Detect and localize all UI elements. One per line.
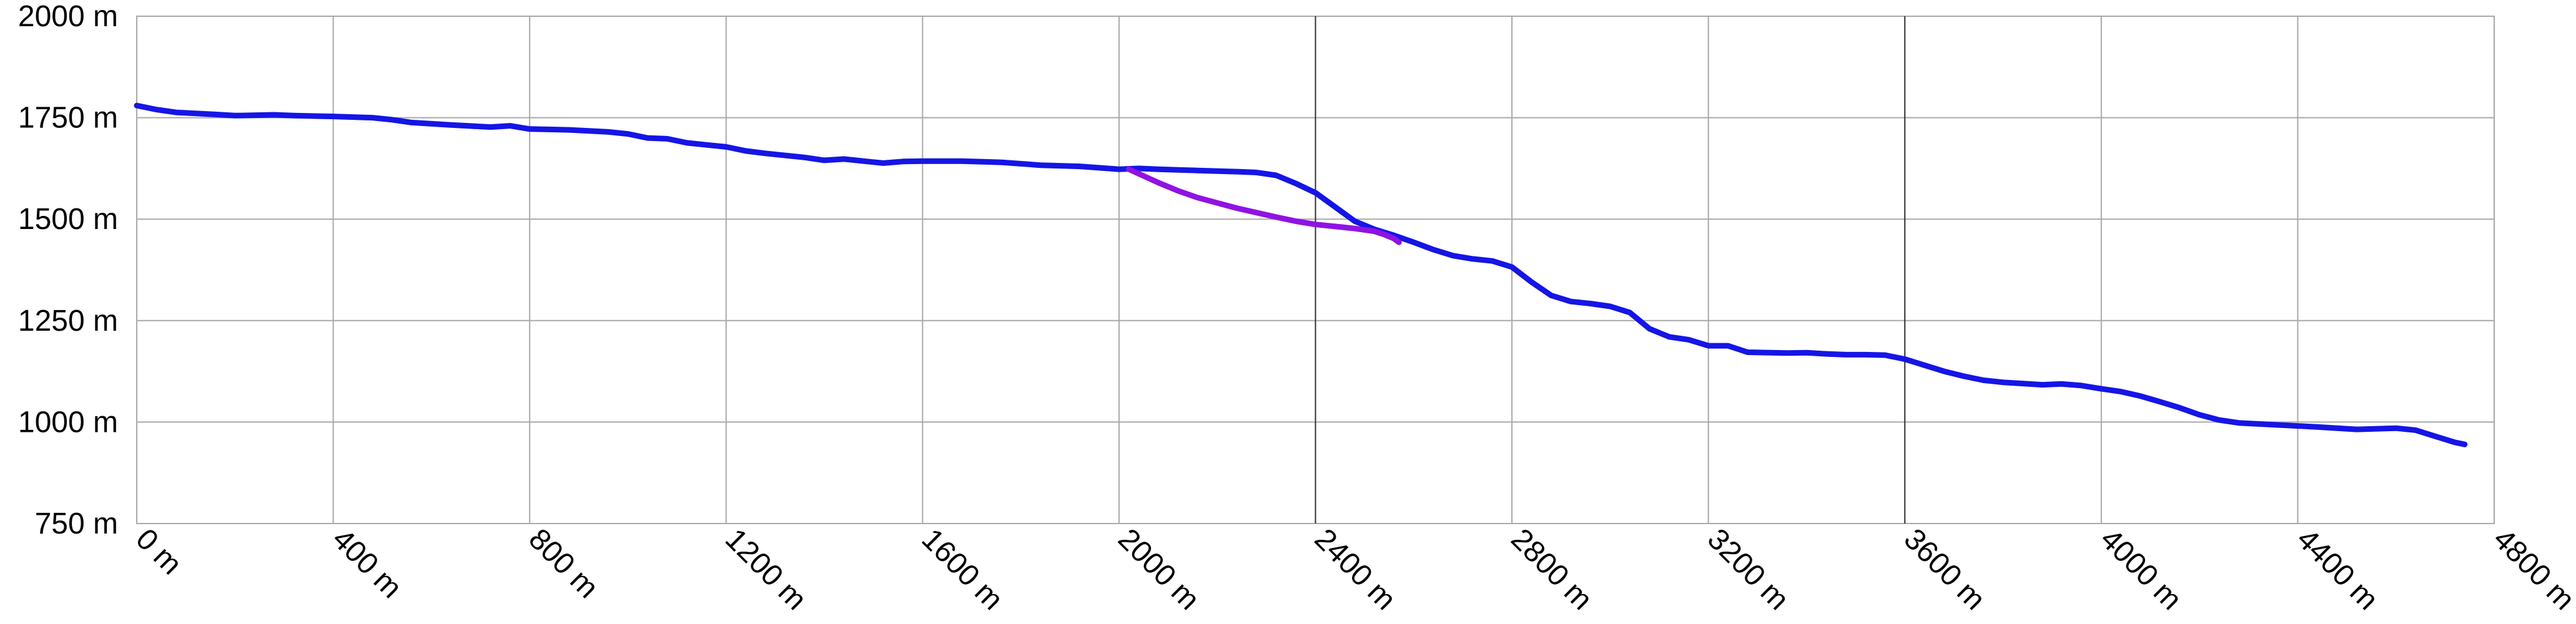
y-tick-label: 750 m xyxy=(35,507,118,540)
x-tick-label: 2400 m xyxy=(1308,522,1403,617)
grid-layer xyxy=(136,16,2495,524)
alternate-route-series-line xyxy=(1126,166,1402,245)
x-tick-label: 1200 m xyxy=(719,522,813,617)
series-layer xyxy=(134,102,2468,447)
y-tick-label: 1000 m xyxy=(18,406,118,439)
y-tick-label: 2000 m xyxy=(18,0,118,33)
x-tick-label: 4000 m xyxy=(2094,522,2188,617)
x-tick-label: 3200 m xyxy=(1701,522,1795,617)
x-tick-label: 800 m xyxy=(522,522,605,605)
x-tick-label: 4400 m xyxy=(2291,522,2385,617)
x-tick-label: 0 m xyxy=(129,522,188,581)
x-tick-label: 2000 m xyxy=(1112,522,1206,617)
y-tick-label: 1500 m xyxy=(18,203,118,236)
x-tick-label: 400 m xyxy=(326,522,408,605)
x-tick-label: 4800 m xyxy=(2487,522,2576,617)
x-tick-label: 1600 m xyxy=(915,522,1010,617)
y-tick-label: 1750 m xyxy=(18,102,118,135)
x-tick-label: 2800 m xyxy=(1504,522,1599,617)
x-tick-label: 3600 m xyxy=(1897,522,1991,617)
elevation-series-line xyxy=(134,102,2468,447)
y-tick-label: 1250 m xyxy=(18,305,118,338)
